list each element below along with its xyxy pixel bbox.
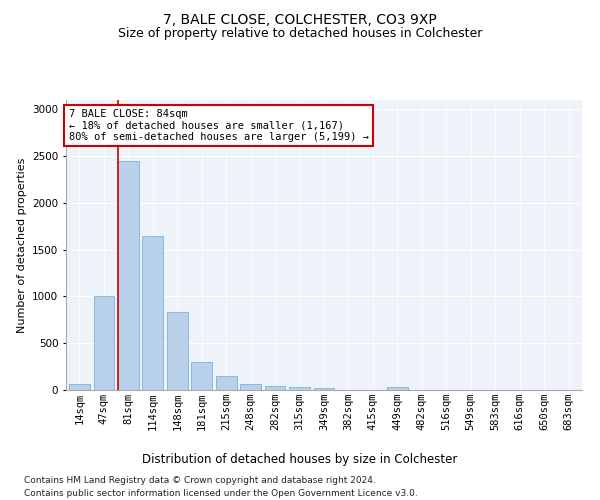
- Text: Distribution of detached houses by size in Colchester: Distribution of detached houses by size …: [142, 452, 458, 466]
- Bar: [69, 384, 90, 390]
- Bar: [94, 296, 114, 390]
- Bar: [314, 388, 334, 390]
- Bar: [167, 312, 188, 390]
- Bar: [265, 386, 286, 390]
- Bar: [289, 387, 310, 390]
- Bar: [240, 384, 261, 390]
- Bar: [387, 387, 408, 390]
- Y-axis label: Number of detached properties: Number of detached properties: [17, 158, 26, 332]
- Bar: [142, 236, 163, 390]
- Text: 7 BALE CLOSE: 84sqm
← 18% of detached houses are smaller (1,167)
80% of semi-det: 7 BALE CLOSE: 84sqm ← 18% of detached ho…: [68, 108, 368, 142]
- Text: 7, BALE CLOSE, COLCHESTER, CO3 9XP: 7, BALE CLOSE, COLCHESTER, CO3 9XP: [163, 12, 437, 26]
- Text: Contains HM Land Registry data © Crown copyright and database right 2024.: Contains HM Land Registry data © Crown c…: [24, 476, 376, 485]
- Text: Size of property relative to detached houses in Colchester: Size of property relative to detached ho…: [118, 28, 482, 40]
- Bar: [216, 376, 236, 390]
- Bar: [191, 362, 212, 390]
- Bar: [118, 161, 139, 390]
- Text: Contains public sector information licensed under the Open Government Licence v3: Contains public sector information licen…: [24, 489, 418, 498]
